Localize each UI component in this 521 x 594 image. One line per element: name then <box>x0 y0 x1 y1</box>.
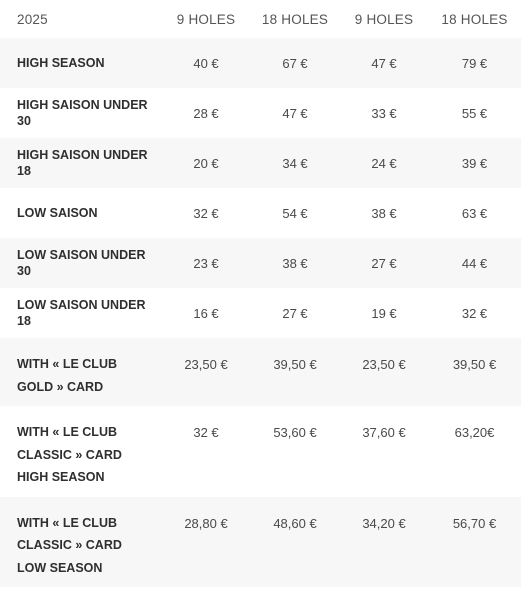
price-cell: 47 € <box>282 105 308 121</box>
price-cell: 28,80 € <box>184 515 228 531</box>
price-cell: 48,60 € <box>273 515 317 531</box>
table-row: HIGH SAISON UNDER 30 28 € 47 € 33 € 55 € <box>0 88 521 138</box>
price-cell: 27 € <box>282 305 308 321</box>
price-cell: 56,70 € <box>452 515 497 531</box>
price-cell: 20 € <box>193 155 219 171</box>
row-label: WITH « LE CLUB CLASSIC » CARD HIGH SEASO… <box>17 425 122 484</box>
row-label: LOW SAISON <box>17 206 98 220</box>
row-label: HIGH SEASON <box>17 56 105 70</box>
price-cell: 33 € <box>371 105 397 121</box>
row-label: WITH « LE CLUB CLASSIC » CARD LOW SEASON <box>17 515 122 575</box>
price-cell: 28 € <box>193 105 219 121</box>
price-cell: 27 € <box>371 255 397 271</box>
table-row: HIGH SEASON 40 € 67 € 47 € 79 € <box>0 38 521 88</box>
row-label: HIGH SAISON UNDER 18 <box>17 148 148 178</box>
price-cell: 40 € <box>193 55 219 71</box>
price-cell: 53,60 € <box>273 425 317 440</box>
price-cell: 23,50 € <box>184 357 228 372</box>
table-row: WITH « LE CLUB CLASSIC » CARD HIGH SEASO… <box>0 406 521 497</box>
price-cell: 34 € <box>282 155 308 171</box>
price-cell: 39,50 € <box>273 357 317 372</box>
price-cell: 34,20 € <box>362 515 406 531</box>
price-cell: 19 € <box>371 305 397 321</box>
table-row: LOW SAISON UNDER 18 16 € 27 € 19 € 32 € <box>0 288 521 338</box>
row-label: HIGH SAISON UNDER 30 <box>17 98 148 128</box>
year-header: 2025 <box>17 11 48 27</box>
table-body: HIGH SEASON 40 € 67 € 47 € 79 € HIGH SAI… <box>0 38 521 587</box>
price-cell: 23 € <box>193 255 219 271</box>
row-label: LOW SAISON UNDER 18 <box>17 298 146 328</box>
column-header-9-holes: 9 HOLES <box>354 11 414 27</box>
price-cell: 47 € <box>371 55 397 71</box>
price-cell: 32 € <box>193 425 219 440</box>
column-header-18-holes: 18 HOLES <box>261 11 329 27</box>
column-header-9-holes: 9 HOLES <box>176 11 236 27</box>
price-cell: 44 € <box>461 255 488 271</box>
table-row: LOW SAISON UNDER 30 23 € 38 € 27 € 44 € <box>0 238 521 288</box>
price-cell: 24 € <box>371 155 397 171</box>
header-row: 2025 9 HOLES 18 HOLES 9 HOLES 18 HOLES <box>0 0 521 38</box>
price-cell: 23,50 € <box>362 357 406 372</box>
column-header-18-holes: 18 HOLES <box>441 11 508 27</box>
price-cell: 55 € <box>461 105 488 121</box>
price-cell: 37,60 € <box>362 425 406 440</box>
price-cell: 39,50 € <box>452 357 497 372</box>
price-cell: 16 € <box>193 305 219 321</box>
table-row: HIGH SAISON UNDER 18 20 € 34 € 24 € 39 € <box>0 138 521 188</box>
price-cell: 79 € <box>461 55 488 71</box>
table-row: WITH « LE CLUB GOLD » CARD 23,50 € 39,50… <box>0 338 521 406</box>
price-cell: 32 € <box>193 205 219 221</box>
price-cell: 38 € <box>282 255 308 271</box>
price-cell: 63 € <box>461 205 488 221</box>
price-cell: 63,20€ <box>454 425 495 440</box>
row-label: LOW SAISON UNDER 30 <box>17 248 146 278</box>
price-cell: 38 € <box>371 205 397 221</box>
row-label: WITH « LE CLUB GOLD » CARD <box>17 357 117 394</box>
table-header: 2025 9 HOLES 18 HOLES 9 HOLES 18 HOLES <box>0 0 521 38</box>
price-cell: 39 € <box>461 155 488 171</box>
price-cell: 67 € <box>282 55 308 71</box>
table-row: WITH « LE CLUB CLASSIC » CARD LOW SEASON… <box>0 496 521 587</box>
table-row: LOW SAISON 32 € 54 € 38 € 63 € <box>0 188 521 238</box>
price-cell: 54 € <box>282 205 308 221</box>
price-cell: 32 € <box>461 305 488 321</box>
